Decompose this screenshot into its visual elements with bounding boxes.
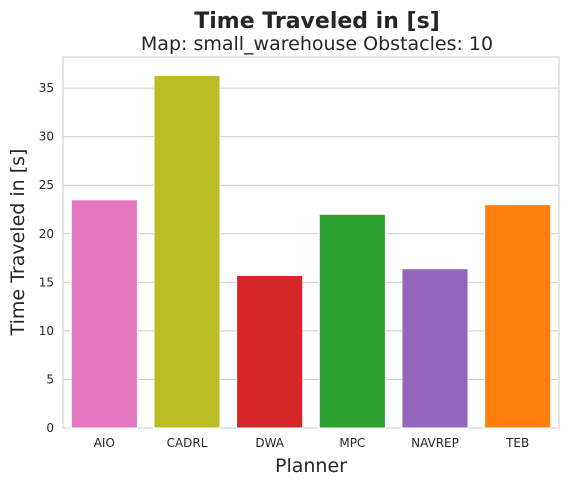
y-tick-label: 25 — [39, 178, 54, 192]
x-tick-label: NAVREP — [411, 436, 459, 450]
x-tick-label: MPC — [339, 436, 365, 450]
y-tick-label: 30 — [39, 130, 54, 144]
x-tick-label: CADRL — [167, 436, 208, 450]
x-tick-label: TEB — [505, 436, 529, 450]
y-tick-label: 0 — [46, 421, 54, 435]
y-tick-label: 5 — [46, 372, 54, 386]
y-tick-label: 15 — [39, 275, 54, 289]
bar-navrep — [401, 268, 469, 429]
bar-mpc — [318, 213, 386, 429]
y-tick-label: 35 — [39, 81, 54, 95]
bar-teb — [484, 204, 552, 429]
y-tick-label: 20 — [39, 227, 54, 241]
chart-subtitle: Map: small_warehouse Obstacles: 10 — [141, 33, 493, 55]
bars — [70, 74, 552, 429]
chart-title: Time Traveled in [s] — [194, 9, 440, 34]
y-tick-label: 10 — [39, 324, 54, 338]
x-tick-label: DWA — [255, 436, 284, 450]
bar-cadrl — [153, 74, 221, 429]
plot-area — [62, 56, 560, 429]
bar-dwa — [236, 275, 304, 429]
bar-aio — [70, 199, 138, 429]
y-axis-label: Time Traveled in [s] — [7, 149, 29, 337]
x-axis-label: Planner — [275, 455, 347, 477]
grid-lines — [63, 87, 559, 380]
x-axis-ticks: AIO CADRL DWA MPC NAVREP TEB — [94, 436, 530, 450]
x-tick-label: AIO — [94, 436, 115, 450]
y-axis-ticks: 0 5 10 15 20 25 30 35 — [39, 81, 54, 435]
